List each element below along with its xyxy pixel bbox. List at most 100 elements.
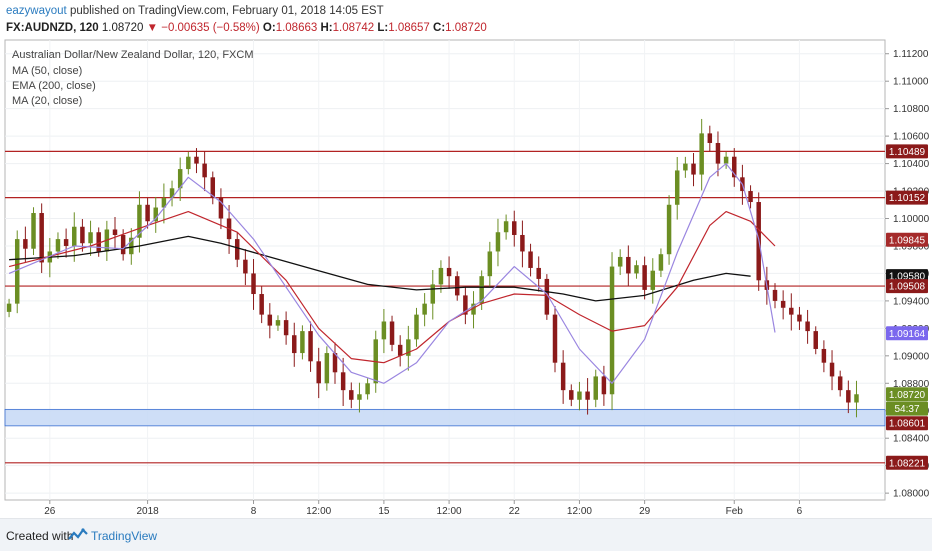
candle-body [324,353,330,384]
candle-body [658,254,664,271]
y-tick-label: 1.09000 [893,351,930,362]
candle-body [536,267,541,279]
close-label: C: [433,22,446,34]
candle-body [112,229,118,235]
candle-body [357,394,362,400]
chart-title: Australian Dollar/New Zealand Dollar, 12… [12,49,254,61]
candle-body [80,226,85,244]
ema200-line [9,235,751,302]
author-link[interactable]: eazywayout [6,5,67,17]
x-axis[interactable]: 26 2018 8 12:00 15 12:00 22 12:00 29 Feb 6 [44,500,803,517]
price-tag [886,455,928,470]
low-value: 1.08657 [388,22,430,34]
candle-body [707,133,713,143]
price-tag [886,326,928,341]
candle-body [520,234,525,252]
price-tag-label: 1.09164 [889,329,926,340]
price-tag [886,144,928,159]
chart-header: eazywayout published on TradingView.com,… [0,0,932,38]
y-tick-label: 1.10000 [893,214,930,225]
candle-body [218,197,224,219]
candle-body [552,314,558,363]
candle-body [699,133,704,175]
x-tick-label: 29 [639,506,651,517]
candle-body [829,362,835,377]
candle-body [275,320,281,326]
footer: Created with TradingView [0,518,932,551]
y-tick-label: 1.08800 [893,379,930,390]
candle-body [732,156,737,178]
candle-body [300,331,305,354]
y-tick-label: 1.11200 [893,49,929,60]
candle-body [129,237,134,255]
published-text: published on TradingView.com, February 0… [69,5,384,17]
candle-body [674,170,680,205]
candle-body [332,353,338,373]
y-tick-label: 1.10800 [893,104,930,115]
price-tag-label: 54:37 [894,404,919,415]
legend-ma20[interactable]: MA (20, close) [12,95,82,107]
candle-body [267,314,273,326]
candle-body [292,335,297,354]
candle-body [23,239,28,249]
candle-body [471,303,476,315]
x-tick-label: 15 [378,506,390,517]
candle-body [780,300,786,308]
candle-body [389,321,395,345]
y-tick-label: 1.10400 [893,159,930,170]
y-tick-label: 1.08400 [893,434,930,445]
candle-body [805,321,810,332]
legend-ma50[interactable]: MA (50, close) [12,65,82,77]
candle-body [837,376,843,391]
candle-body [210,177,216,198]
ma50-line [8,211,776,364]
candle-body [340,372,346,391]
candle-body [454,276,460,296]
down-arrow-icon: ▼ [146,22,159,34]
candle-body [137,204,142,238]
publish-line: eazywayout published on TradingView.com,… [6,5,384,17]
candle-body [797,314,802,322]
x-tick-label: 12:00 [567,506,592,517]
symbol-label: FX:AUDNZD, 120 [6,22,99,34]
candle-body [283,320,289,336]
y-tick-label: 1.08000 [893,489,930,500]
candle-body [316,361,321,384]
y-axis[interactable]: 1.112001.110001.108001.106001.104001.102… [885,49,930,500]
candle-body [495,232,501,252]
candle-body [577,391,582,400]
candle-body [813,331,818,349]
price-chart[interactable]: 1.112001.110001.108001.106001.104001.102… [0,38,932,518]
candle-body [569,390,574,400]
candle-body [789,307,794,315]
x-tick-label: Feb [726,506,744,517]
legend-ema200[interactable]: EMA (200, close) [12,80,96,92]
price-tag [886,387,928,402]
candle-body [560,362,566,391]
y-tick-label: 1.11000 [893,77,929,88]
x-tick-label: 26 [44,506,56,517]
candle-body [601,376,607,395]
price-tag-label: 1.08720 [889,390,926,401]
price-tag [886,279,928,294]
high-value: 1.08742 [332,22,375,34]
open-value: 1.08663 [275,22,318,34]
x-tick-label: 12:00 [306,506,331,517]
candle-body [772,289,778,301]
support-zone-rect [4,408,886,427]
candle-body [512,221,517,235]
candle-body [691,163,696,175]
tradingview-logo-icon[interactable] [68,527,88,543]
candle-body [169,188,175,198]
tradingview-brand[interactable]: TradingView [91,529,158,543]
price-tag-label: 1.08221 [889,458,926,469]
candle-body [234,239,240,260]
y-tick-label: 1.10600 [893,132,930,143]
price-tag [886,401,928,416]
candle-body [381,321,387,340]
candle-body [422,303,427,315]
candle-body [528,251,533,268]
resistance-lines [5,150,885,464]
last-price: 1.08720 [101,22,144,34]
